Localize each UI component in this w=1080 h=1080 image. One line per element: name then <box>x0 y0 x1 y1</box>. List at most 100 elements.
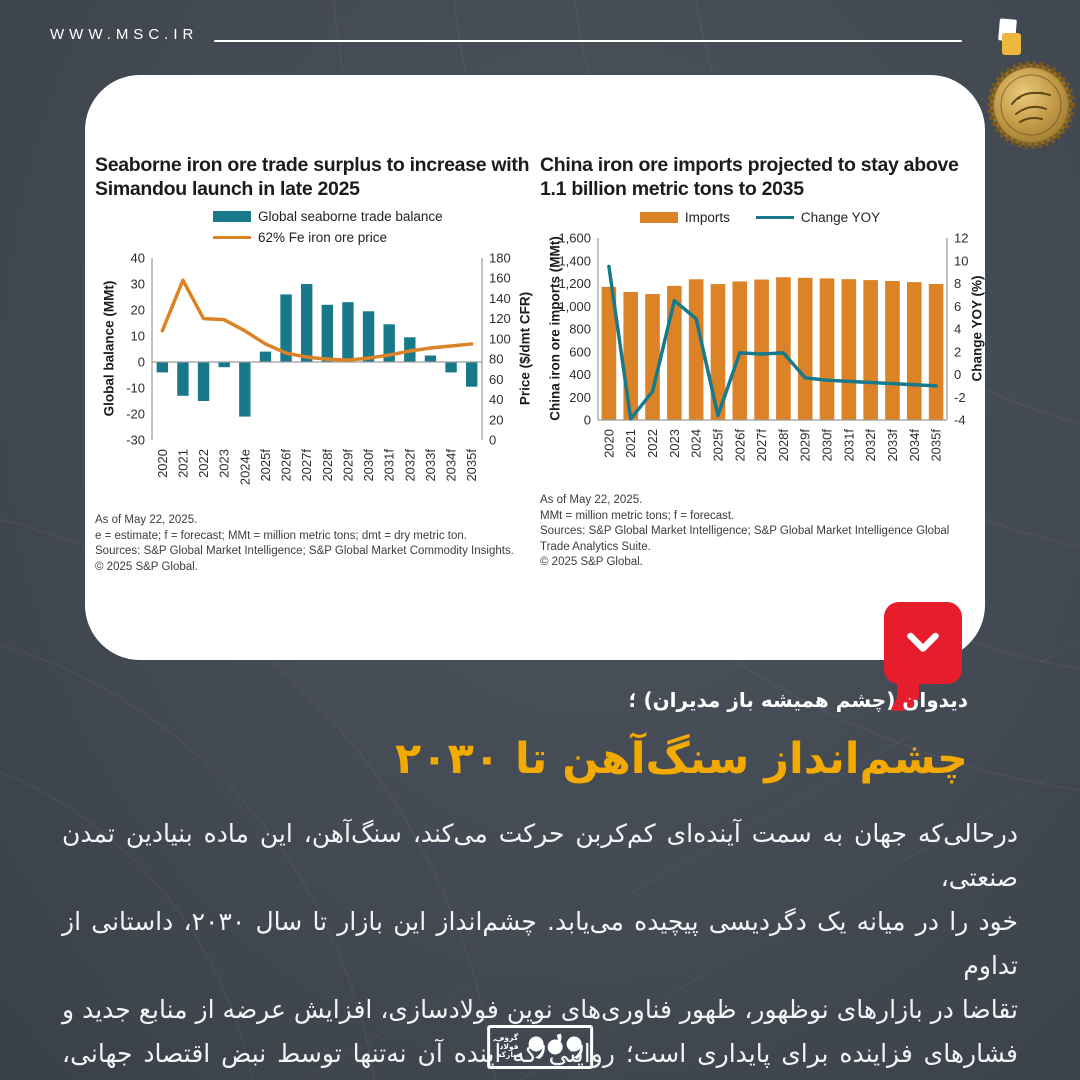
bar-swatch-teal <box>213 211 251 222</box>
body-line: درحالی‌که جهان به سمت آینده‌ای کم‌کربن ح… <box>62 819 1018 892</box>
svg-text:6: 6 <box>954 299 961 314</box>
svg-text:2032f: 2032f <box>863 429 878 462</box>
svg-text:400: 400 <box>569 367 591 382</box>
svg-text:2026f: 2026f <box>279 449 294 482</box>
svg-text:160: 160 <box>489 271 511 286</box>
svg-text:2023: 2023 <box>217 449 232 478</box>
svg-text:10: 10 <box>954 253 968 268</box>
svg-text:600: 600 <box>569 344 591 359</box>
svg-text:2024e: 2024e <box>237 449 252 485</box>
svg-text:12: 12 <box>954 231 968 246</box>
post-headline: چشم‌انداز سنگ‌آهن تا ۲۰۳۰ <box>395 734 968 784</box>
svg-text:2022: 2022 <box>645 429 660 458</box>
svg-text:2025f: 2025f <box>258 449 273 482</box>
svg-text:180: 180 <box>489 251 511 266</box>
svg-text:2033f: 2033f <box>885 429 900 462</box>
series-caption: دیدوان (چشم همیشه باز مدیران) ؛ <box>628 688 969 712</box>
svg-text:1,400: 1,400 <box>558 253 591 268</box>
body-line: تقاضا در بازارهای نوظهور، ظهور فناوری‌ها… <box>62 995 1018 1024</box>
svg-text:-2: -2 <box>954 390 966 405</box>
quote-badge <box>884 602 962 712</box>
charts-card: Seaborne iron ore trade surplus to incre… <box>85 75 985 660</box>
logo-group-text: گروه فولاد مبارکه <box>497 1033 521 1060</box>
svg-text:80: 80 <box>489 352 503 367</box>
svg-text:2021: 2021 <box>623 429 638 458</box>
svg-text:2027f: 2027f <box>754 429 769 462</box>
svg-text:2029f: 2029f <box>340 449 355 482</box>
body-paragraph: درحالی‌که جهان به سمت آینده‌ای کم‌کربن ح… <box>62 812 1018 1080</box>
svg-text:200: 200 <box>569 390 591 405</box>
svg-text:2031f: 2031f <box>841 429 856 462</box>
svg-text:2020: 2020 <box>601 429 616 458</box>
svg-text:2035f: 2035f <box>929 429 944 462</box>
svg-text:-30: -30 <box>126 433 145 448</box>
msc-monogram-icon <box>528 1033 583 1059</box>
svg-text:2035f: 2035f <box>464 449 479 482</box>
chart-legend: Global seaborne trade balance 62% Fe iro… <box>213 206 537 248</box>
svg-text:0: 0 <box>584 413 591 428</box>
svg-text:2: 2 <box>954 344 961 359</box>
svg-text:2034f: 2034f <box>907 429 922 462</box>
svg-text:2030f: 2030f <box>820 429 835 462</box>
body-line: خود را در میانه یک دگردیسی پیچیده می‌یاب… <box>62 907 1019 980</box>
chevron-down-icon <box>907 632 939 652</box>
svg-text:140: 140 <box>489 291 511 306</box>
svg-text:1,200: 1,200 <box>558 276 591 291</box>
website-url: WWW.MSC.IR <box>50 26 199 43</box>
svg-text:20: 20 <box>131 303 145 318</box>
svg-text:2029f: 2029f <box>798 429 813 462</box>
quote-tail <box>888 680 919 712</box>
svg-text:40: 40 <box>131 251 145 266</box>
svg-text:0: 0 <box>138 355 145 370</box>
legend-label: 62% Fe iron ore price <box>258 230 388 245</box>
legend-label: Global seaborne trade balance <box>258 209 443 224</box>
pages-icon <box>998 18 1021 55</box>
svg-text:0: 0 <box>954 367 961 382</box>
chart-panel-seaborne: Seaborne iron ore trade surplus to incre… <box>95 153 537 575</box>
svg-text:2023: 2023 <box>667 429 682 458</box>
chart-title: China iron ore imports projected to stay… <box>540 154 959 200</box>
chart-footnotes: As of May 22, 2025. MMt = million metric… <box>540 494 950 568</box>
svg-text:-20: -20 <box>126 407 145 422</box>
legend-label: Imports <box>684 210 730 225</box>
legend-label: Change YOY <box>800 210 881 225</box>
svg-text:40: 40 <box>489 392 503 407</box>
msc-logo: گروه فولاد مبارکه <box>487 1025 593 1069</box>
svg-text:10: 10 <box>131 329 145 344</box>
svg-text:2020: 2020 <box>155 449 170 478</box>
svg-text:8: 8 <box>954 276 961 291</box>
svg-text:-4: -4 <box>954 413 966 428</box>
svg-text:2024: 2024 <box>689 429 704 458</box>
svg-text:800: 800 <box>569 322 591 337</box>
svg-text:-10: -10 <box>126 381 145 396</box>
svg-text:2030f: 2030f <box>361 449 376 482</box>
seaborne-trade-chart: -30 -20 -10 0 10 20 30 40 0 20 40 60 80 100 120 140 160 1… <box>126 251 511 486</box>
line-swatch-orange <box>213 235 251 240</box>
bar-swatch-orange <box>639 212 678 223</box>
svg-text:100: 100 <box>489 331 511 346</box>
svg-text:2028f: 2028f <box>320 449 335 482</box>
svg-text:2032f: 2032f <box>402 449 417 482</box>
svg-text:1,600: 1,600 <box>558 231 591 246</box>
chart-legend: Imports Change YOY <box>540 207 980 228</box>
svg-text:20: 20 <box>489 412 503 427</box>
svg-text:60: 60 <box>489 372 503 387</box>
line-swatch-teal <box>755 215 794 220</box>
svg-text:2034f: 2034f <box>444 449 459 482</box>
svg-text:2028f: 2028f <box>776 429 791 462</box>
svg-text:2026f: 2026f <box>732 429 747 462</box>
chart-title: Seaborne iron ore trade surplus to incre… <box>95 154 530 200</box>
gold-seal-icon <box>987 61 1075 149</box>
svg-text:2025f: 2025f <box>710 429 725 462</box>
chart-panel-china-imports: China iron ore imports projected to stay… <box>540 153 985 571</box>
svg-text:30: 30 <box>131 277 145 292</box>
svg-text:1,000: 1,000 <box>558 299 591 314</box>
svg-text:2021: 2021 <box>175 449 190 478</box>
svg-text:2031f: 2031f <box>382 449 397 482</box>
svg-text:2027f: 2027f <box>299 449 314 482</box>
svg-text:4: 4 <box>954 322 961 337</box>
chart-footnotes: As of May 22, 2025. e = estimate; f = fo… <box>95 514 514 573</box>
svg-text:2022: 2022 <box>196 449 211 478</box>
header-divider <box>214 40 962 42</box>
svg-text:0: 0 <box>489 433 496 448</box>
